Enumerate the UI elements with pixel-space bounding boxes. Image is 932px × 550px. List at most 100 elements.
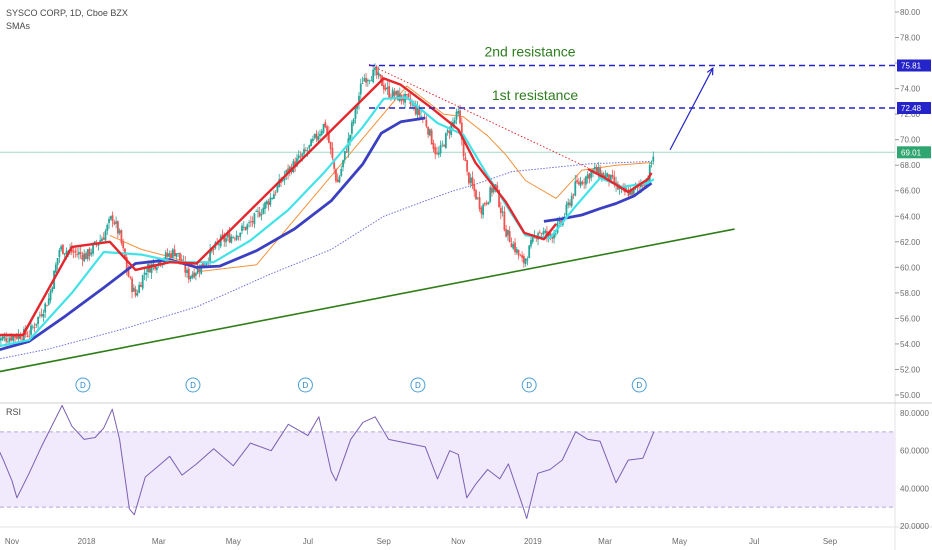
projection-arrow-head: [706, 66, 714, 76]
candle-body: [242, 226, 245, 228]
candle-body: [492, 185, 495, 193]
price-tick-label: 72.00: [900, 110, 921, 119]
candle-body: [430, 130, 433, 145]
candle-body: [12, 335, 15, 341]
chart-title: SYSCO CORP, 1D, Cboe BZX: [6, 8, 128, 18]
candle-body: [647, 180, 649, 182]
candle-body: [239, 232, 242, 237]
candle-body: [44, 303, 47, 313]
candle-body: [173, 249, 176, 257]
candle-body: [62, 244, 64, 255]
candle-body: [586, 174, 589, 179]
rsi-band: [0, 431, 895, 508]
rsi-pane-label: RSI: [6, 407, 22, 417]
candle-body: [388, 86, 391, 98]
candle-body: [196, 267, 199, 274]
candle-body: [306, 150, 309, 152]
candle-body: [618, 188, 621, 190]
candle-body: [384, 87, 387, 90]
last-price-tag: [897, 146, 931, 159]
candle-body: [593, 166, 596, 170]
candle-body: [193, 272, 196, 278]
resistance-price-tag-label: 72.48: [901, 104, 922, 113]
candle-body: [487, 201, 490, 205]
time-tick-label: Jul: [749, 537, 759, 546]
candle-body: [361, 83, 364, 84]
candle-body: [17, 334, 20, 339]
candle-body: [132, 287, 135, 292]
candle-body: [335, 169, 337, 182]
candle-body: [503, 211, 506, 231]
candle-body: [342, 160, 344, 168]
candle-body: [322, 123, 325, 133]
candle-body: [303, 149, 305, 154]
candle-body: [553, 233, 555, 239]
candle-body: [370, 80, 373, 82]
candle-body: [125, 257, 128, 270]
candle-body: [255, 211, 258, 212]
candle-body: [244, 226, 247, 231]
candle-body: [109, 216, 112, 220]
dividend-marker-label: D: [636, 381, 642, 390]
candle-body: [65, 251, 68, 254]
dividend-marker-label: D: [80, 381, 86, 390]
candle-body: [251, 221, 254, 223]
time-tick-label: Nov: [451, 537, 465, 546]
candle-body: [522, 256, 525, 264]
candle-body: [485, 203, 488, 205]
dividend-marker: [521, 377, 537, 393]
candle-body: [187, 268, 190, 280]
candle-body: [632, 187, 635, 194]
candle-body: [230, 236, 233, 243]
candle-body: [505, 229, 508, 237]
candle-body: [345, 151, 348, 153]
candle-body: [466, 160, 469, 172]
time-tick-label: May: [226, 537, 241, 546]
dividend-marker: [410, 377, 426, 393]
candle-body: [427, 127, 430, 135]
price-tick-label: 64.00: [900, 212, 921, 221]
candle-body: [538, 232, 541, 234]
candle-body: [514, 242, 516, 253]
candle-body: [157, 260, 160, 266]
candle-body: [297, 155, 300, 159]
candle-body: [510, 243, 513, 248]
candle-body: [235, 234, 238, 240]
candle-body: [576, 180, 578, 183]
candle-body: [281, 179, 284, 182]
candle-body: [613, 176, 616, 185]
candle-body: [468, 172, 470, 184]
resistance-price-tag: [897, 59, 931, 72]
candle-body: [324, 122, 327, 128]
candle-body: [462, 138, 465, 157]
candle-body: [358, 95, 360, 104]
candle-body: [393, 91, 396, 96]
candle-body: [264, 202, 266, 209]
candle-body: [72, 251, 75, 253]
candle-body: [590, 171, 593, 178]
candle-body: [489, 187, 492, 202]
time-tick-label: Mar: [152, 537, 166, 546]
candle-body: [122, 242, 125, 249]
candle-body: [101, 238, 103, 242]
time-tick-label: 2018: [78, 537, 96, 546]
candle-body: [336, 179, 339, 183]
candle-body: [460, 122, 463, 140]
candle-body: [102, 237, 105, 240]
candle-body: [425, 119, 428, 127]
candle-body: [205, 262, 208, 266]
candle-body: [558, 219, 561, 222]
candle-body: [569, 202, 571, 206]
candle-body: [386, 87, 389, 89]
candle-body: [85, 253, 87, 260]
candle-body: [308, 144, 311, 149]
candle-body: [232, 237, 235, 238]
candle-body: [272, 194, 275, 199]
candle-body: [127, 268, 130, 277]
support-trendline: [0, 228, 735, 373]
candle-body: [79, 252, 82, 255]
candle-body: [326, 126, 328, 134]
sma-red-line: [0, 77, 558, 337]
candle-body: [544, 230, 547, 233]
